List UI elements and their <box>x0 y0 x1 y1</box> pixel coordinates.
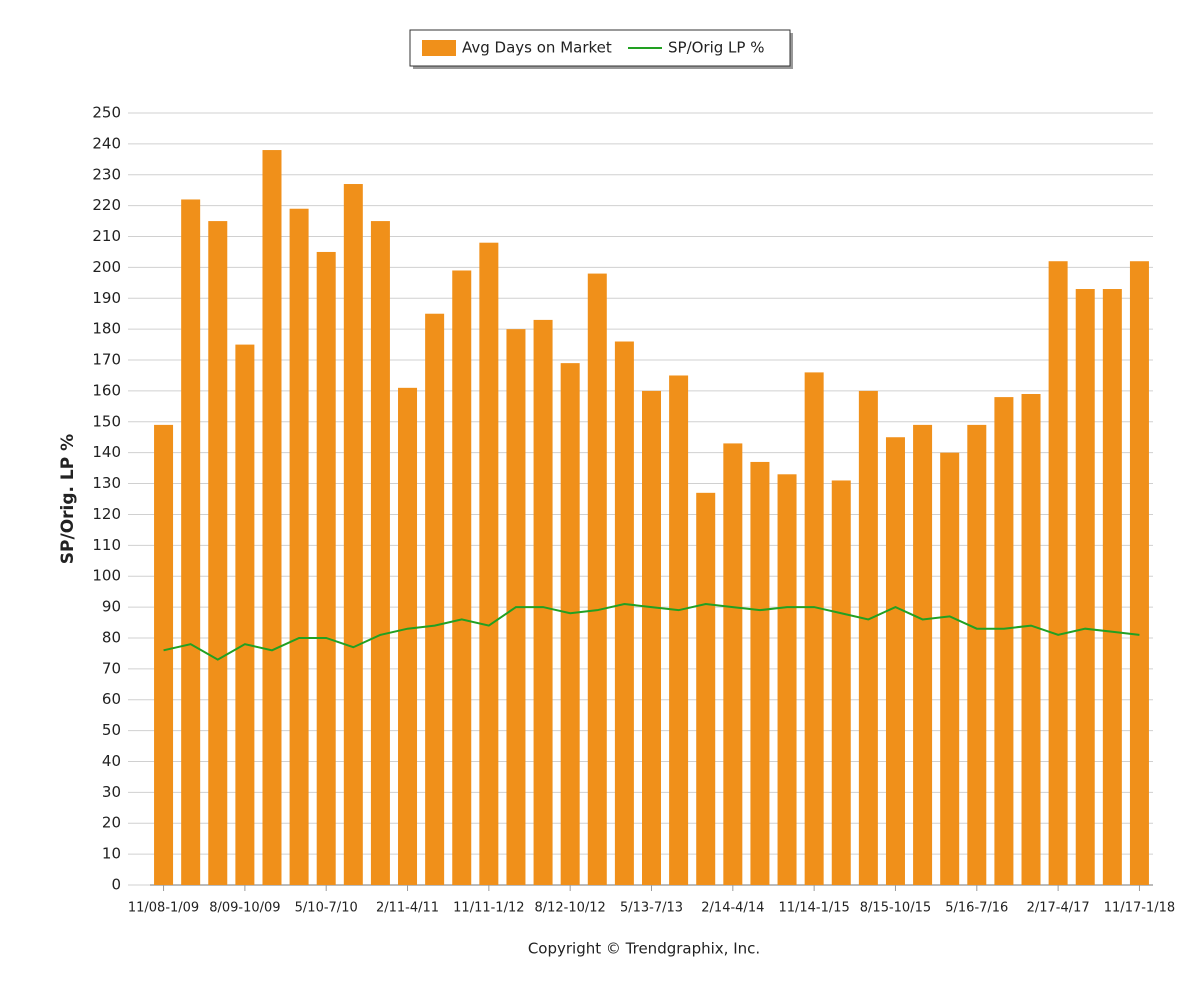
bar <box>967 424 987 885</box>
legend-label: Avg Days on Market <box>462 39 612 57</box>
x-tick-label: 11/17-1/18 <box>1104 901 1175 916</box>
bar <box>804 372 824 886</box>
bar <box>1075 289 1095 885</box>
y-tick-label: 0 <box>111 876 121 894</box>
y-tick-label: 50 <box>102 721 121 739</box>
x-tick-label: 2/17-4/17 <box>1027 901 1090 916</box>
bar <box>235 344 255 886</box>
x-tick-label: 5/16-7/16 <box>945 901 1008 916</box>
bar <box>885 437 905 885</box>
y-tick-label: 100 <box>92 567 121 585</box>
bar <box>669 375 689 885</box>
x-tick-label: 5/10-7/10 <box>295 901 358 916</box>
x-tick-label: 11/08-1/09 <box>128 901 199 916</box>
bar <box>154 424 174 885</box>
y-tick-label: 10 <box>102 845 121 863</box>
y-tick-label: 20 <box>102 814 121 832</box>
bar <box>479 242 499 886</box>
y-tick-label: 240 <box>92 134 121 152</box>
bar <box>587 273 607 885</box>
footer: Copyright © Trendgraphix, Inc. <box>528 940 760 958</box>
bar <box>425 313 445 886</box>
bar <box>723 443 743 885</box>
bar <box>940 452 960 885</box>
y-tick-label: 210 <box>92 227 121 245</box>
y-tick-label: 190 <box>92 289 121 307</box>
legend-box <box>409 29 791 67</box>
x-tick-label: 8/09-10/09 <box>209 901 280 916</box>
bar <box>262 150 282 885</box>
bar <box>181 199 201 886</box>
bar <box>696 492 716 885</box>
bar <box>316 251 336 885</box>
y-tick-label: 60 <box>102 690 121 708</box>
bar <box>398 387 418 885</box>
bar <box>1102 289 1122 885</box>
y-tick-label: 150 <box>92 412 121 430</box>
bar <box>560 363 580 885</box>
y-tick-label: 70 <box>102 659 121 677</box>
x-tick-label: 2/11-4/11 <box>376 901 439 916</box>
bar <box>913 424 933 885</box>
y-tick-label: 170 <box>92 351 121 369</box>
bar <box>642 390 661 885</box>
bar <box>1021 394 1041 885</box>
y-tick-label: 120 <box>92 505 121 523</box>
y-tick-label: 130 <box>92 474 121 492</box>
y-tick-label: 180 <box>92 320 121 338</box>
x-tick-label: 8/12-10/12 <box>534 901 605 916</box>
y-axis-label: SP/Orig. LP % <box>58 434 78 564</box>
bar <box>1048 261 1068 885</box>
bar <box>452 270 472 885</box>
y-tick-label: 80 <box>102 628 121 646</box>
y-tick-label: 250 <box>92 104 121 122</box>
y-tick-label: 200 <box>92 258 121 276</box>
bar <box>831 480 851 885</box>
x-tick-label: 11/11-1/12 <box>453 901 524 916</box>
bar <box>1129 261 1149 885</box>
y-tick-label: 110 <box>92 536 121 554</box>
bar <box>533 319 553 885</box>
y-tick-label: 160 <box>92 381 121 399</box>
x-tick-label: 5/13-7/13 <box>620 901 683 916</box>
y-tick-label: 90 <box>102 598 121 616</box>
x-tick-label: 8/15-10/15 <box>860 901 931 916</box>
bar <box>370 221 390 885</box>
y-tick-label: 140 <box>92 443 121 461</box>
legend-swatch <box>422 40 456 56</box>
bar <box>777 474 797 885</box>
bar <box>289 208 309 885</box>
bar <box>750 461 770 885</box>
y-tick-label: 40 <box>102 752 121 770</box>
bar <box>343 184 363 886</box>
y-tick-label: 220 <box>92 196 121 214</box>
line <box>163 602 1140 661</box>
bar <box>858 390 878 885</box>
y-tick-label: 30 <box>102 783 121 801</box>
bar <box>614 341 634 886</box>
x-tick-label: 11/14-1/15 <box>778 901 849 916</box>
x-tick-label: 2/14-4/14 <box>701 901 764 916</box>
legend-label: SP/Orig LP % <box>668 39 764 57</box>
y-tick-label: 230 <box>92 165 121 183</box>
bar <box>208 221 228 885</box>
bar <box>994 397 1014 885</box>
